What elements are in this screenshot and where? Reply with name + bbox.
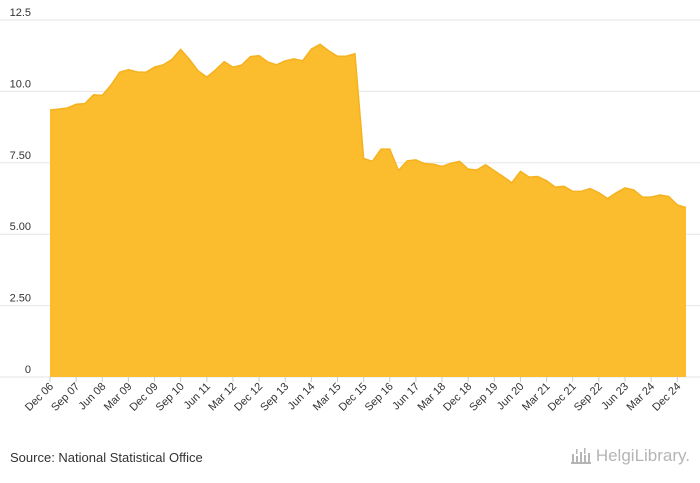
y-tick-label: 10.0	[10, 78, 31, 90]
x-tick-label: Sep 13	[258, 381, 291, 414]
x-tick-label: Dec 21	[546, 381, 579, 414]
x-tick-label: Dec 15	[337, 381, 370, 414]
x-tick-label: Sep 19	[467, 381, 500, 414]
y-tick-label: 5.00	[10, 221, 31, 233]
brand-logo: HelgiLibrary.	[570, 446, 690, 466]
area-series-line	[49, 43, 687, 209]
area-series-layer	[49, 43, 687, 377]
brand-name: HelgiLibrary.	[595, 446, 690, 465]
source-note: Source: National Statistical Office	[10, 450, 203, 465]
y-tick-label: 2.50	[10, 293, 31, 305]
x-tick-label: Dec 06	[23, 381, 56, 414]
y-tick-label: 12.5	[10, 7, 31, 19]
x-tick-label: Dec 09	[128, 381, 161, 414]
library-building-icon	[570, 448, 591, 464]
x-tick-label: Dec 24	[650, 381, 683, 414]
x-tick-label: Sep 22	[572, 381, 605, 414]
x-tick-label: Sep 10	[154, 381, 187, 414]
area-series-fill	[50, 44, 686, 377]
x-tick-label: Dec 18	[441, 381, 474, 414]
y-tick-label: 0	[25, 364, 31, 376]
y-tick-label: 7.50	[10, 150, 31, 162]
y-axis-ticks: 0 2.50 5.00 7.50 10.0 12.5	[10, 7, 31, 376]
x-tick-label: Sep 07	[49, 381, 82, 414]
x-tick-label: Sep 16	[363, 381, 396, 414]
x-tick-label: Dec 12	[232, 381, 265, 414]
